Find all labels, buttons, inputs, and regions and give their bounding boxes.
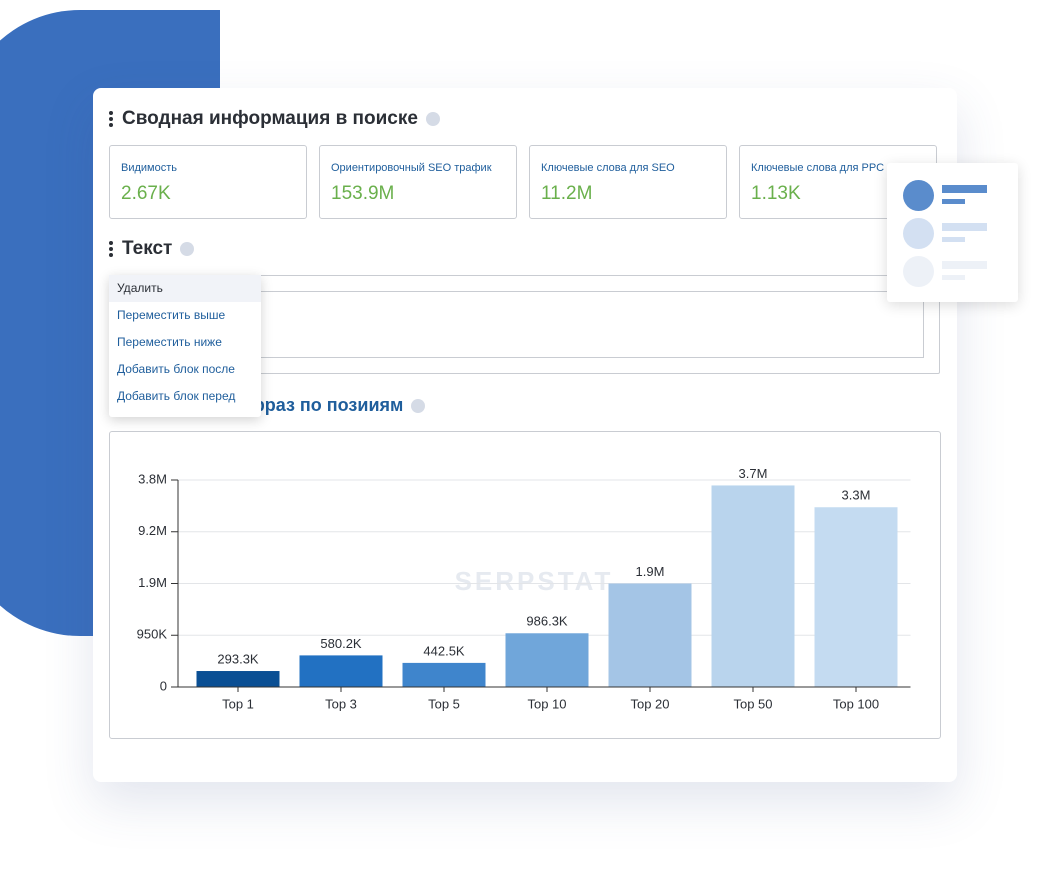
- x-tick-label: Top 5: [428, 696, 460, 711]
- value-label: 1.9M: [636, 564, 665, 579]
- metric-label: Ключевые слова для SEO: [541, 162, 675, 174]
- metric-value: 153.9M: [331, 183, 395, 204]
- y-tick-label: 3.8M: [138, 471, 167, 486]
- x-tick-label: Top 100: [833, 696, 879, 711]
- section-title: Текст: [122, 238, 173, 259]
- metric-label: Ориентировочный SEO трафик: [331, 162, 492, 174]
- x-tick-label: Top 10: [527, 696, 566, 711]
- section-title: Сводная информация в поиске: [122, 108, 418, 129]
- metric-value: 1.13K: [751, 183, 801, 204]
- x-tick-label: Top 3: [325, 696, 357, 711]
- bar: [402, 662, 486, 687]
- y-tick-label: 0: [160, 678, 167, 693]
- chart-title: е фраз по позииям: [234, 395, 404, 415]
- metric-label: Ключевые слова для PPC: [751, 162, 885, 174]
- chart-header: е фраз по позииям: [234, 395, 426, 416]
- value-label: 580.2K: [320, 636, 362, 651]
- menu-item[interactable]: Добавить блок после: [117, 362, 235, 376]
- menu-item[interactable]: Переместить выше: [117, 308, 226, 322]
- metric-card: Ориентировочный SEO трафик 153.9M: [319, 145, 517, 219]
- value-label: 293.3K: [217, 651, 259, 666]
- value-label: 3.3M: [842, 488, 871, 503]
- menu-item[interactable]: Переместить ниже: [117, 335, 222, 349]
- bar: [505, 633, 589, 687]
- bar: [608, 583, 692, 687]
- watermark: SERPSTAT: [455, 566, 614, 596]
- bar: [711, 485, 795, 687]
- context-menu: Удалить Переместить выше Переместить ниж…: [109, 275, 261, 417]
- value-label: 442.5K: [423, 643, 465, 658]
- x-tick-label: Top 20: [630, 696, 669, 711]
- menu-item[interactable]: Добавить блок перед: [117, 389, 236, 403]
- y-tick-label: 950K: [137, 627, 168, 642]
- floating-widget: [887, 163, 1018, 302]
- metric-card: Видимость 2.67K: [109, 145, 307, 219]
- metric-card: Ключевые слова для SEO 11.2M: [529, 145, 727, 219]
- y-tick-label: 9.2M: [138, 523, 167, 538]
- chart: SERPSTAT 0 950K 1.9M 9.2M 3.8M Top 1 293.3K Top…: [137, 466, 911, 711]
- x-tick-label: Top 50: [733, 696, 772, 711]
- y-tick-label: 1.9M: [138, 575, 167, 590]
- value-label: 3.7M: [739, 466, 768, 481]
- value-label: 986.3K: [526, 614, 568, 629]
- metric-value: 2.67K: [121, 183, 171, 204]
- chart-frame: [109, 431, 941, 739]
- bar: [814, 507, 898, 687]
- section-header: Сводная информация в поиске: [109, 108, 440, 130]
- bar: [299, 655, 383, 687]
- metric-label: Видимость: [121, 162, 177, 174]
- section-header: Текст: [109, 238, 195, 260]
- x-tick-label: Top 1: [222, 696, 254, 711]
- bar: [196, 671, 280, 687]
- menu-item[interactable]: Удалить: [109, 275, 261, 302]
- metric-value: 11.2M: [541, 183, 593, 204]
